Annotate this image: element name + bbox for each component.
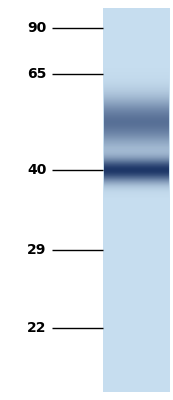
Text: 22: 22 — [27, 321, 47, 335]
Text: 90: 90 — [28, 21, 47, 35]
Text: 40: 40 — [27, 163, 47, 177]
Text: 65: 65 — [27, 67, 47, 81]
Text: 29: 29 — [27, 243, 47, 257]
